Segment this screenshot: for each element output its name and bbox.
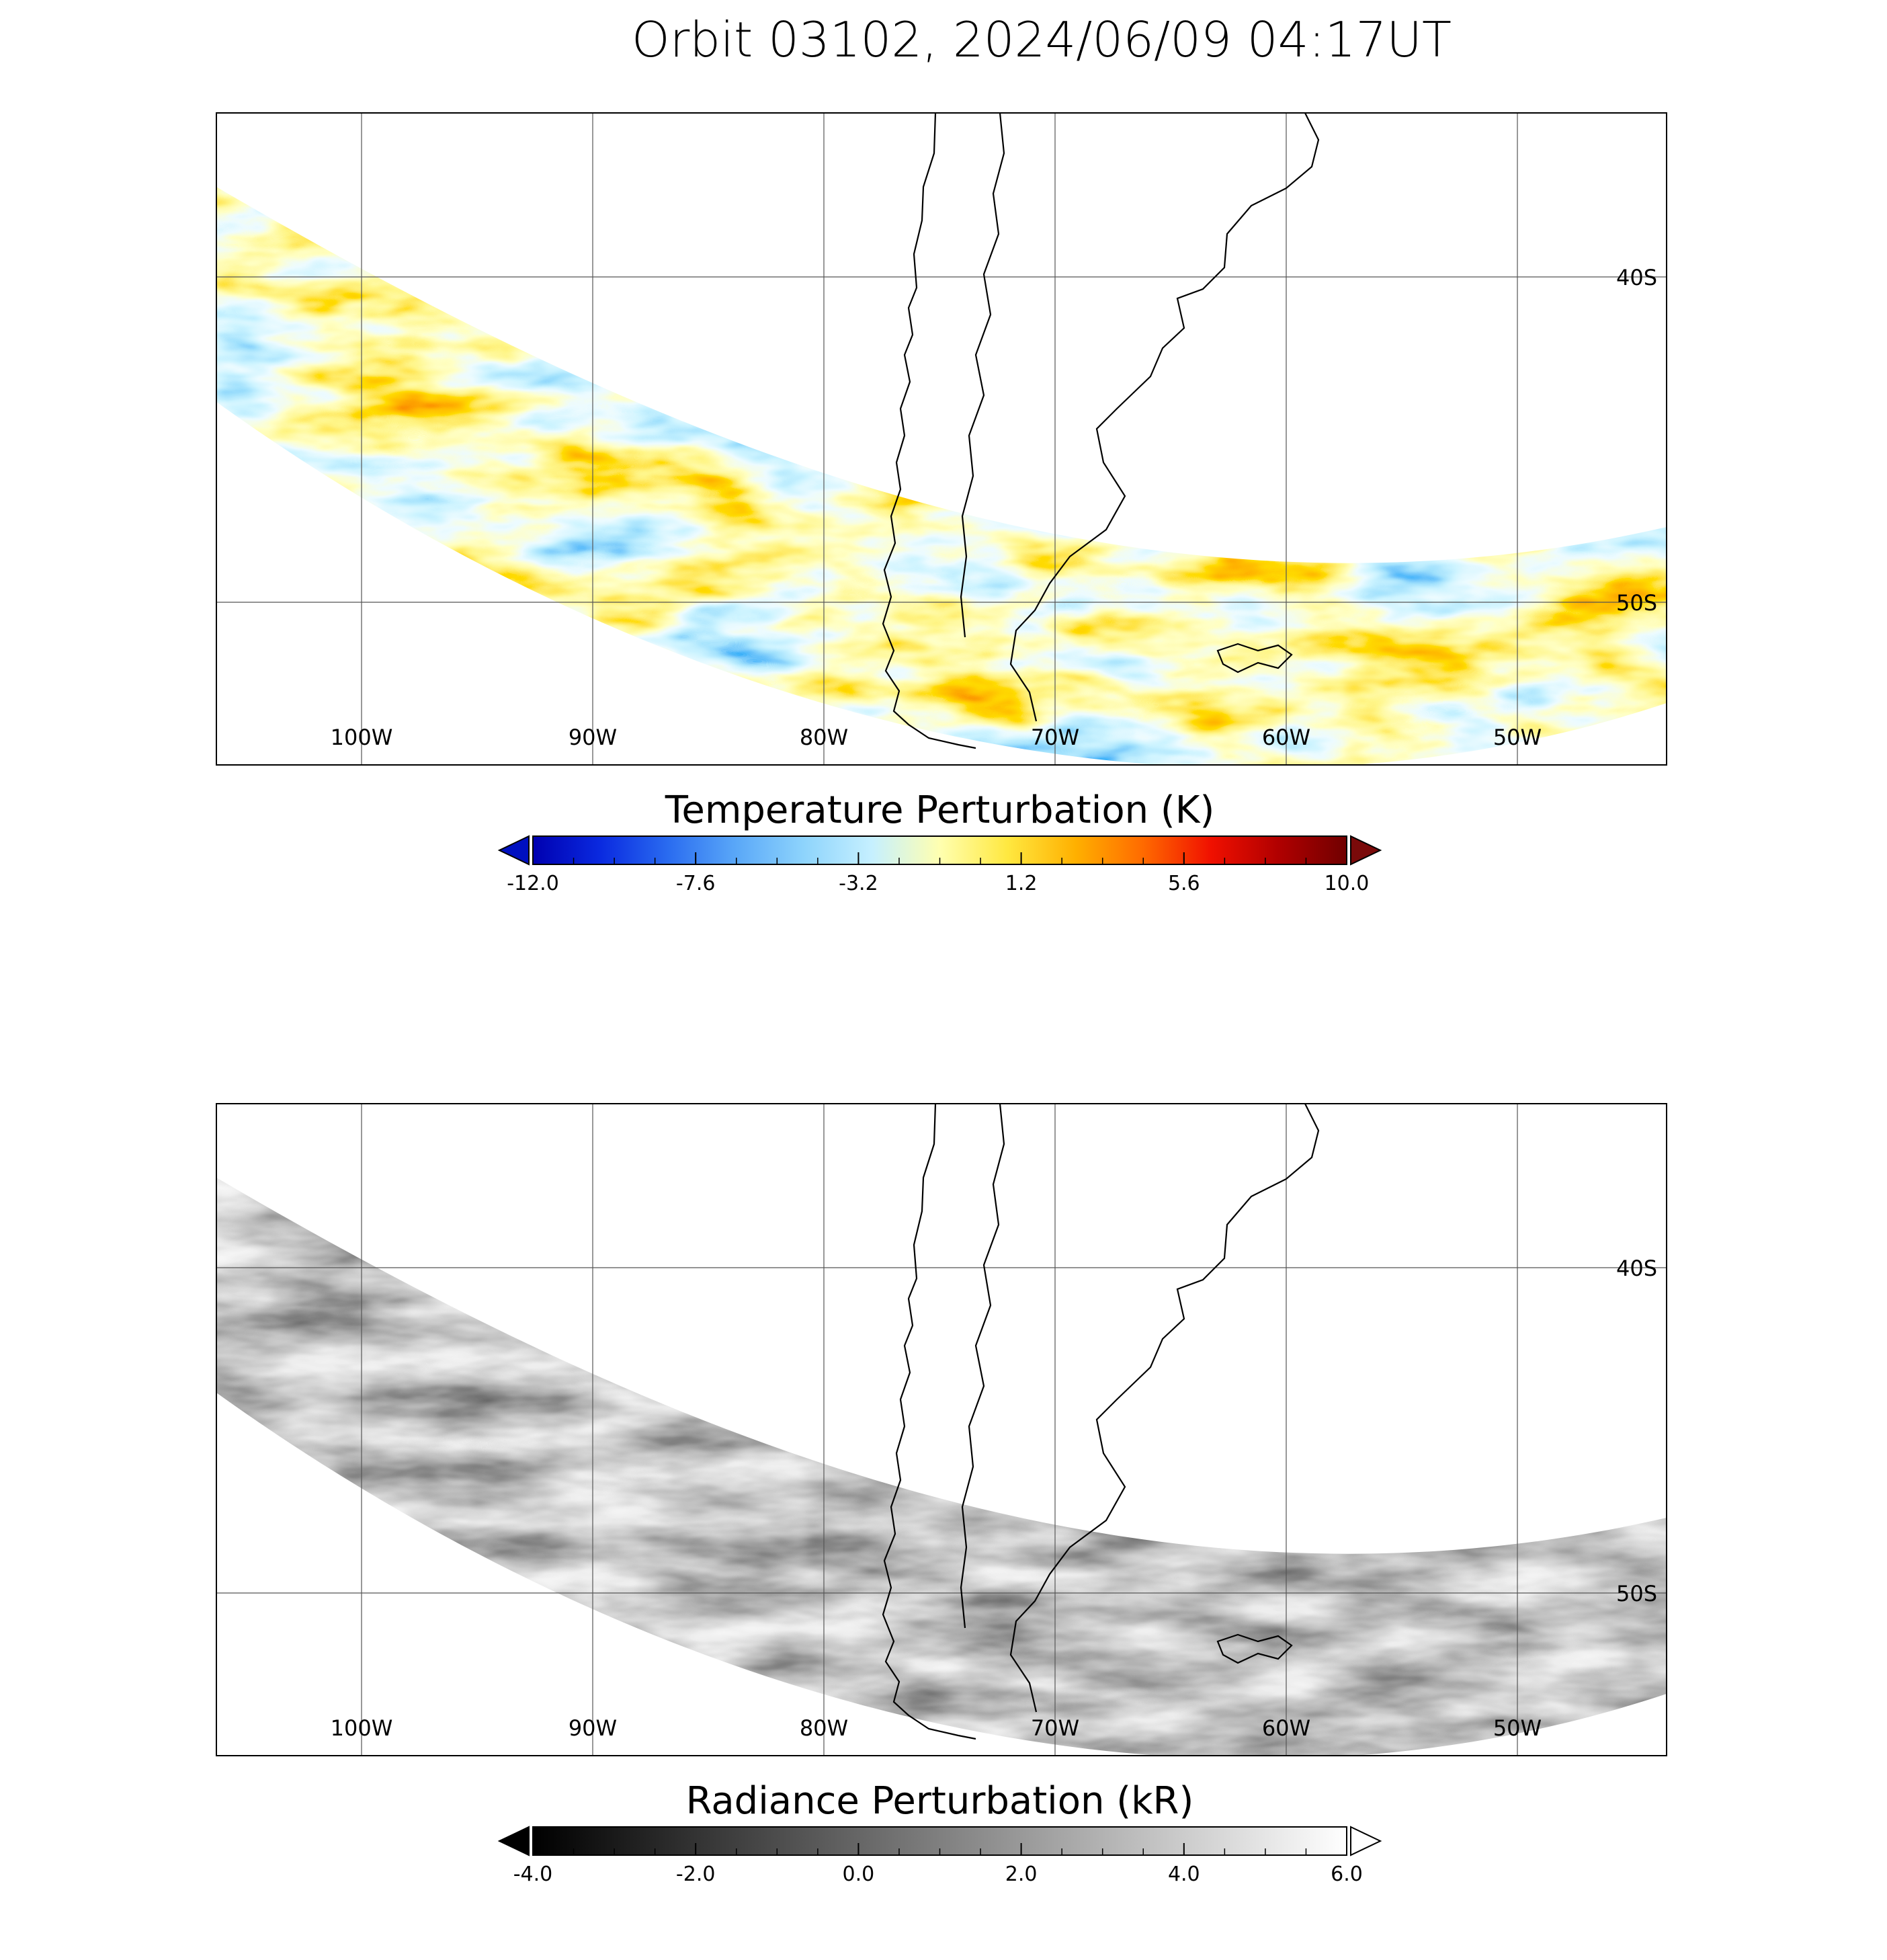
colorbar-over-arrow bbox=[1350, 1826, 1382, 1856]
temperature-map-frame bbox=[216, 112, 1667, 766]
lon-label: 100W bbox=[331, 1715, 393, 1741]
colorbar-title: Temperature Perturbation (K) bbox=[665, 788, 1215, 832]
lon-label: 70W bbox=[1031, 725, 1079, 750]
lon-label: 60W bbox=[1262, 1715, 1310, 1741]
temperature-colorbar: Temperature Perturbation (K) -12.0 -7.6 -3.… bbox=[497, 788, 1382, 895]
colorbar-over-arrow bbox=[1350, 835, 1382, 866]
falkland-islands bbox=[1216, 643, 1293, 673]
temperature-panel: 100W 90W 80W 70W 60W 50W 40S 50S Temperature Per… bbox=[216, 112, 1667, 895]
colorbar-title: Radiance Perturbation (kR) bbox=[686, 1779, 1194, 1823]
lon-label: 100W bbox=[331, 725, 393, 750]
colorbar-tick-label: 2.0 bbox=[1005, 1863, 1038, 1886]
colorbar-tick-label: -3.2 bbox=[839, 872, 878, 895]
lon-label: 50W bbox=[1493, 1715, 1542, 1741]
lat-label: 40S bbox=[1616, 1256, 1657, 1281]
figure-title: Orbit 03102, 2024/06/09 04:17UT bbox=[632, 11, 1452, 68]
coastline-segment bbox=[1009, 1104, 1320, 1713]
temperature-swath-texture bbox=[216, 187, 1667, 765]
coastline-segment bbox=[960, 113, 1005, 638]
colorbar-under-arrow bbox=[497, 1826, 530, 1856]
falkland-islands bbox=[1216, 1633, 1293, 1664]
colorbar-tick-label: 10.0 bbox=[1325, 872, 1370, 895]
colorbar-tick-label: -2.0 bbox=[676, 1863, 716, 1886]
colorbar-tick-label: 5.6 bbox=[1168, 872, 1200, 895]
radiance-swath-texture bbox=[216, 1178, 1667, 1756]
colorbar-tick-label: -4.0 bbox=[513, 1863, 553, 1886]
coastline-segment bbox=[882, 1104, 976, 1740]
colorbar-tick-label: -12.0 bbox=[507, 872, 559, 895]
lon-label: 50W bbox=[1493, 725, 1542, 750]
coastline bbox=[882, 1104, 1320, 1740]
colorbar-tick-label: 4.0 bbox=[1168, 1863, 1200, 1886]
lat-label: 40S bbox=[1616, 265, 1657, 290]
coastline bbox=[882, 113, 1320, 749]
lon-label: 90W bbox=[569, 1715, 617, 1741]
lon-label: 80W bbox=[800, 725, 848, 750]
lon-label: 80W bbox=[800, 1715, 848, 1741]
lon-label: 60W bbox=[1262, 725, 1310, 750]
lon-label: 70W bbox=[1031, 1715, 1079, 1741]
temperature-map bbox=[216, 113, 1667, 765]
radiance-map bbox=[216, 1104, 1667, 1756]
colorbar-tick-label: 6.0 bbox=[1331, 1863, 1363, 1886]
lat-label: 50S bbox=[1616, 1581, 1657, 1606]
colorbar-under-arrow bbox=[497, 835, 530, 866]
colorbar-tick-label: 0.0 bbox=[843, 1863, 875, 1886]
radiance-colorbar: Radiance Perturbation (kR) -4.0 -2.0 0.0 2.0… bbox=[497, 1779, 1382, 1886]
lat-label: 50S bbox=[1616, 590, 1657, 616]
lon-label: 90W bbox=[569, 725, 617, 750]
coastline-segment bbox=[1009, 113, 1320, 722]
coastline-segment bbox=[960, 1104, 1005, 1629]
coastline-segment bbox=[882, 113, 976, 749]
colorbar-tick-label: -7.6 bbox=[676, 872, 716, 895]
radiance-panel: 100W 90W 80W 70W 60W 50W 40S 50S Radiance Pertur… bbox=[216, 1103, 1667, 1886]
radiance-map-frame bbox=[216, 1103, 1667, 1756]
colorbar-tick-label: 1.2 bbox=[1005, 872, 1038, 895]
